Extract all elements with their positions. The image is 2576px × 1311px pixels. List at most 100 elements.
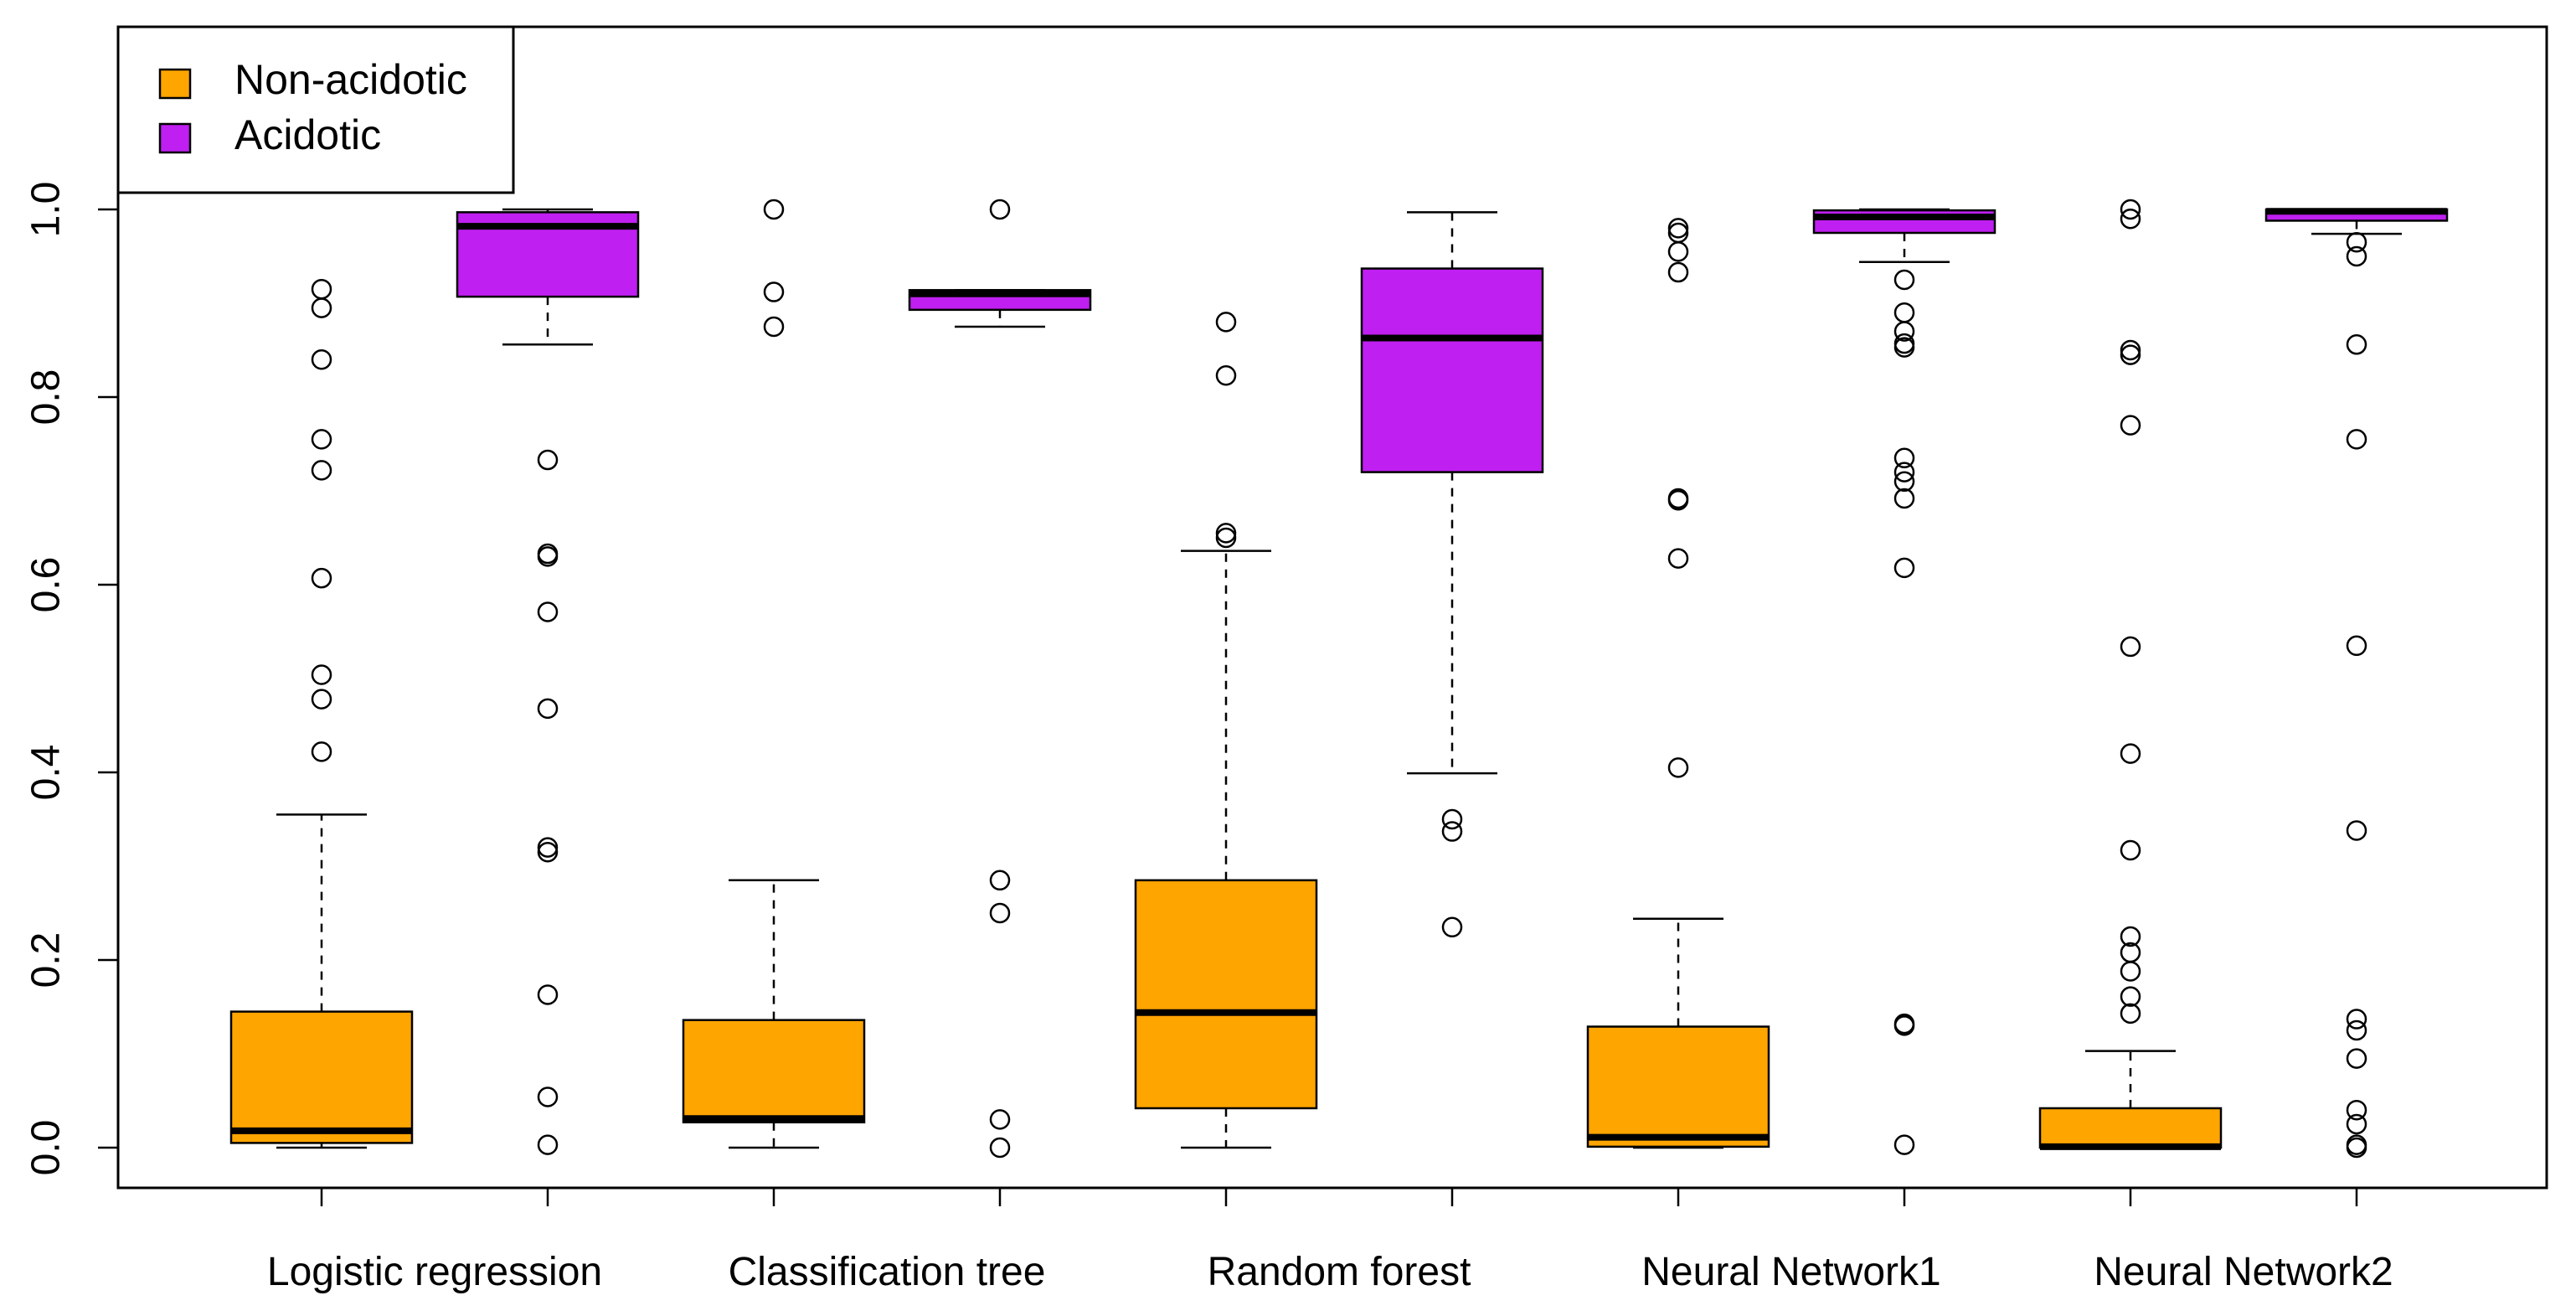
outlier-point-acidotic-neural-network1-3 bbox=[1893, 557, 1915, 579]
outlier-point-non-acidotic-neural-network1-5 bbox=[1667, 241, 1689, 262]
outlier-point-acidotic-neural-network1-6 bbox=[1893, 462, 1915, 483]
outlier-point-non-acidotic-neural-network1-4 bbox=[1667, 261, 1689, 283]
outlier-point-non-acidotic-neural-network2-9 bbox=[2120, 344, 2141, 365]
outlier-point-non-acidotic-neural-network1-1 bbox=[1667, 548, 1689, 569]
outlier-point-acidotic-logistic-regression-4 bbox=[537, 837, 559, 858]
outlier-point-acidotic-random-forest-2 bbox=[1441, 808, 1463, 830]
plot-frame bbox=[116, 25, 2548, 1190]
outlier-point-acidotic-neural-network2-10 bbox=[2346, 334, 2367, 355]
x-category-label-logistic-regression: Logistic regression bbox=[267, 1250, 602, 1294]
legend-swatch-non-acidotic bbox=[158, 68, 192, 100]
outlier-point-non-acidotic-neural-network2-3 bbox=[2120, 942, 2141, 963]
box-non-acidotic-logistic-regression bbox=[229, 1010, 414, 1144]
outlier-point-non-acidotic-logistic-regression-7 bbox=[311, 297, 332, 318]
legend-swatch-acidotic bbox=[158, 122, 192, 154]
outlier-point-acidotic-classification-tree-3 bbox=[989, 870, 1011, 891]
box-group-acidotic-neural-network2 bbox=[2264, 208, 2449, 1159]
y-tick-label-0: 0.0 bbox=[24, 1120, 69, 1176]
box-non-acidotic-neural-network2 bbox=[2038, 1107, 2223, 1149]
outlier-point-acidotic-neural-network1-11 bbox=[1893, 302, 1915, 323]
outlier-point-non-acidotic-neural-network1-7 bbox=[1667, 218, 1689, 239]
outlier-point-acidotic-classification-tree-0 bbox=[989, 1137, 1011, 1159]
outlier-point-acidotic-neural-network2-1 bbox=[2346, 1134, 2367, 1155]
y-tick-label-5: 1.0 bbox=[24, 182, 69, 238]
outlier-point-non-acidotic-neural-network2-10 bbox=[2120, 339, 2141, 361]
outlier-point-non-acidotic-neural-network2-4 bbox=[2120, 926, 2141, 947]
outlier-point-acidotic-random-forest-1 bbox=[1441, 821, 1463, 842]
legend-frame bbox=[116, 25, 515, 194]
box-group-non-acidotic-classification-tree bbox=[682, 199, 866, 1149]
outlier-point-non-acidotic-logistic-regression-3 bbox=[311, 567, 332, 589]
outlier-point-non-acidotic-neural-network2-2 bbox=[2120, 961, 2141, 982]
box-group-acidotic-logistic-regression bbox=[456, 208, 640, 1155]
outlier-point-non-acidotic-neural-network2-1 bbox=[2120, 986, 2141, 1007]
outlier-point-acidotic-logistic-regression-0 bbox=[537, 1134, 559, 1155]
box-group-acidotic-neural-network1 bbox=[1812, 208, 1996, 1155]
outlier-point-acidotic-neural-network2-5 bbox=[2346, 1019, 2367, 1041]
outlier-point-non-acidotic-logistic-regression-6 bbox=[311, 348, 332, 370]
outlier-point-acidotic-logistic-regression-2 bbox=[537, 984, 559, 1005]
outlier-point-acidotic-logistic-regression-9 bbox=[537, 449, 559, 471]
outlier-point-non-acidotic-random-forest-2 bbox=[1215, 364, 1237, 386]
outlier-point-non-acidotic-neural-network2-12 bbox=[2120, 199, 2141, 220]
outlier-point-non-acidotic-random-forest-0 bbox=[1215, 527, 1237, 549]
outlier-point-acidotic-logistic-regression-1 bbox=[537, 1086, 559, 1107]
y-tick-label-2: 0.4 bbox=[24, 745, 69, 801]
outlier-point-non-acidotic-neural-network1-3 bbox=[1667, 488, 1689, 509]
outlier-point-acidotic-neural-network2-4 bbox=[2346, 1048, 2367, 1069]
box-group-acidotic-classification-tree bbox=[908, 199, 1092, 1159]
outlier-point-acidotic-neural-network2-8 bbox=[2346, 635, 2367, 657]
outlier-point-non-acidotic-logistic-regression-0 bbox=[311, 741, 332, 762]
outlier-point-acidotic-neural-network1-12 bbox=[1893, 269, 1915, 291]
box-group-non-acidotic-neural-network1 bbox=[1586, 218, 1770, 1149]
y-tick-label-3: 0.6 bbox=[24, 557, 69, 613]
outlier-point-acidotic-logistic-regression-8 bbox=[537, 543, 559, 565]
box-group-non-acidotic-random-forest bbox=[1134, 312, 1318, 1149]
outlier-point-non-acidotic-logistic-regression-1 bbox=[311, 689, 332, 710]
outlier-point-non-acidotic-neural-network2-5 bbox=[2120, 839, 2141, 861]
outlier-point-acidotic-neural-network1-7 bbox=[1893, 447, 1915, 469]
y-tick-label-1: 0.2 bbox=[24, 932, 69, 988]
x-category-label-neural-network2: Neural Network2 bbox=[2094, 1250, 2393, 1294]
outlier-point-non-acidotic-classification-tree-0 bbox=[763, 316, 785, 338]
outlier-point-non-acidotic-logistic-regression-2 bbox=[311, 664, 332, 685]
x-category-label-classification-tree: Classification tree bbox=[729, 1250, 1046, 1294]
legend-label-non-acidotic: Non-acidotic bbox=[234, 56, 467, 103]
outlier-point-acidotic-neural-network1-0 bbox=[1893, 1134, 1915, 1155]
outlier-point-non-acidotic-neural-network1-0 bbox=[1667, 757, 1689, 778]
box-group-non-acidotic-logistic-regression bbox=[229, 278, 414, 1149]
x-category-label-neural-network1: Neural Network1 bbox=[1641, 1250, 1940, 1294]
outlier-point-acidotic-neural-network2-6 bbox=[2346, 1009, 2367, 1030]
box-non-acidotic-random-forest bbox=[1134, 879, 1318, 1110]
outlier-point-acidotic-neural-network2-9 bbox=[2346, 429, 2367, 450]
legend-label-acidotic: Acidotic bbox=[234, 111, 381, 158]
outlier-point-acidotic-neural-network1-4 bbox=[1893, 488, 1915, 509]
outlier-point-acidotic-neural-network2-2 bbox=[2346, 1113, 2367, 1135]
outlier-point-non-acidotic-classification-tree-1 bbox=[763, 281, 785, 302]
outlier-point-acidotic-logistic-regression-5 bbox=[537, 698, 559, 720]
box-non-acidotic-classification-tree bbox=[682, 1019, 866, 1124]
outlier-point-acidotic-neural-network2-7 bbox=[2346, 820, 2367, 841]
outlier-point-non-acidotic-neural-network2-0 bbox=[2120, 1003, 2141, 1025]
outlier-point-acidotic-classification-tree-1 bbox=[989, 1109, 1011, 1130]
y-tick-label-4: 0.8 bbox=[24, 369, 69, 426]
outlier-point-non-acidotic-random-forest-3 bbox=[1215, 312, 1237, 333]
legend: Non-acidotic Acidotic bbox=[116, 25, 515, 194]
outlier-point-non-acidotic-neural-network2-8 bbox=[2120, 415, 2141, 436]
outlier-point-acidotic-neural-network1-2 bbox=[1893, 1013, 1915, 1035]
outlier-point-acidotic-neural-network2-3 bbox=[2346, 1099, 2367, 1121]
outlier-point-non-acidotic-classification-tree-2 bbox=[763, 199, 785, 220]
outlier-point-acidotic-neural-network2-11 bbox=[2346, 245, 2367, 267]
x-category-label-random-forest: Random forest bbox=[1208, 1250, 1471, 1294]
boxes-layer bbox=[229, 199, 2449, 1159]
outlier-point-acidotic-classification-tree-2 bbox=[989, 902, 1011, 924]
outlier-point-non-acidotic-random-forest-1 bbox=[1215, 523, 1237, 544]
outlier-point-non-acidotic-logistic-regression-8 bbox=[311, 278, 332, 300]
outlier-point-non-acidotic-neural-network2-6 bbox=[2120, 743, 2141, 764]
outlier-point-acidotic-classification-tree-4 bbox=[989, 199, 1011, 220]
box-group-acidotic-random-forest bbox=[1360, 211, 1544, 938]
outlier-point-acidotic-logistic-regression-3 bbox=[537, 841, 559, 863]
outlier-point-non-acidotic-logistic-regression-4 bbox=[311, 460, 332, 481]
outlier-point-non-acidotic-neural-network2-7 bbox=[2120, 636, 2141, 658]
